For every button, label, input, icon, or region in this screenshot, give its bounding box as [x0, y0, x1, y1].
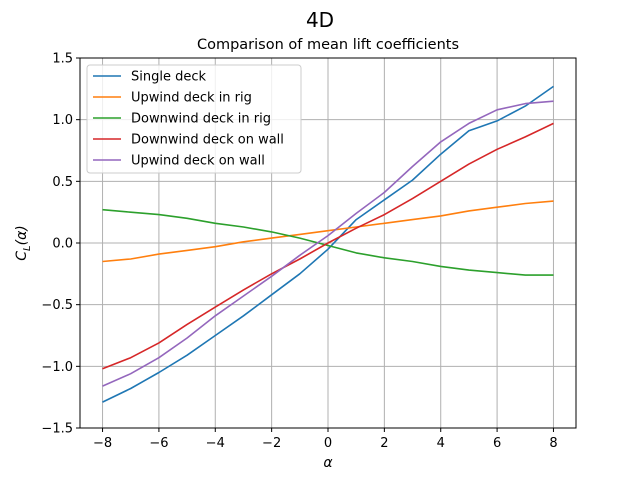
legend-label-3: Downwind deck in rig: [131, 112, 271, 127]
y-tick-label: 1.0: [52, 113, 73, 128]
x-tick-label: −4: [206, 436, 225, 451]
x-tick-label: 0: [324, 436, 332, 451]
y-tick-label: −1.0: [41, 360, 73, 375]
y-tick-label: −1.5: [41, 422, 73, 437]
legend-frame: [86, 64, 302, 174]
y-axis-label: CL(α): [14, 225, 33, 261]
legend: Single deck Upwind deck in rig Downwind de…: [86, 64, 302, 174]
x-tick-label: 4: [437, 436, 445, 451]
chart-suptitle: 4D: [306, 8, 334, 32]
series-line-2: [102, 200, 554, 263]
x-tick-label: 6: [493, 436, 501, 451]
x-axis-ticks: −8 −6 −4 −2 0 2 4 6 8: [93, 428, 558, 451]
y-tick-label: 0.0: [52, 237, 73, 252]
y-tick-label: 1.5: [52, 52, 73, 67]
series-line-4: [102, 122, 554, 370]
y-tick-label: 0.5: [52, 175, 73, 190]
y-axis-ticks: −1.5 −1.0 −0.5 0.0 0.5 1.0 1.5: [41, 52, 80, 437]
x-tick-label: 8: [549, 436, 557, 451]
series-line-3: [102, 208, 554, 276]
x-axis-label: α: [323, 455, 333, 471]
series-line-5: [102, 100, 554, 387]
legend-label-4: Downwind deck on wall: [131, 133, 284, 148]
x-tick-label: −6: [149, 436, 168, 451]
series-line-1: [102, 85, 554, 403]
legend-label-1: Single deck: [131, 70, 206, 85]
series-lines: [102, 85, 554, 403]
legend-label-5: Upwind deck on wall: [131, 154, 265, 169]
x-tick-label: −2: [262, 436, 281, 451]
x-tick-label: 2: [380, 436, 388, 451]
legend-label-2: Upwind deck in rig: [131, 91, 252, 106]
x-tick-label: −8: [93, 436, 112, 451]
y-tick-label: −0.5: [41, 298, 73, 313]
chart-title: Comparison of mean lift coefficients: [197, 37, 459, 53]
